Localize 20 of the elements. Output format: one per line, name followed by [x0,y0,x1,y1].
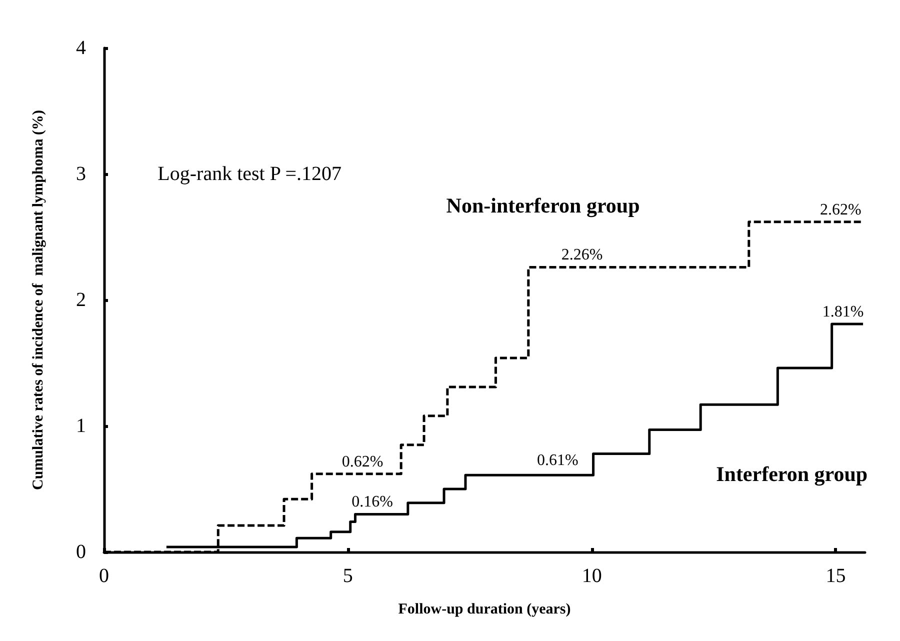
y-tick-label: 0 [76,541,86,563]
x-tick-label: 10 [582,565,602,587]
x-tick-label: 15 [826,565,846,587]
annotation: 2.62% [820,201,862,218]
y-tick-label: 4 [76,37,86,59]
text: Non-interferon group [446,194,640,218]
annotation: Log-rank test P =.1207 [158,163,342,185]
y-tick-label: 1 [76,415,86,437]
x-axis-title: Follow-up duration (years) [398,602,571,618]
annotation: 0.61% [537,452,578,470]
annotation: 0.16% [352,494,393,511]
x-tick-label: 5 [342,565,353,587]
series-label: Interferon group [716,462,868,486]
y-tick-label: 2 [76,289,86,311]
y-axis-title: Cumulative rates of incidence of malignant lymphoma (%) [30,110,46,490]
annotation: 0.62% [342,453,384,470]
annotation: 2.26% [561,246,603,264]
annotation: 1.81% [822,303,864,320]
x-tick-label: 0 [99,565,109,587]
y-tick-label: 3 [76,163,86,185]
